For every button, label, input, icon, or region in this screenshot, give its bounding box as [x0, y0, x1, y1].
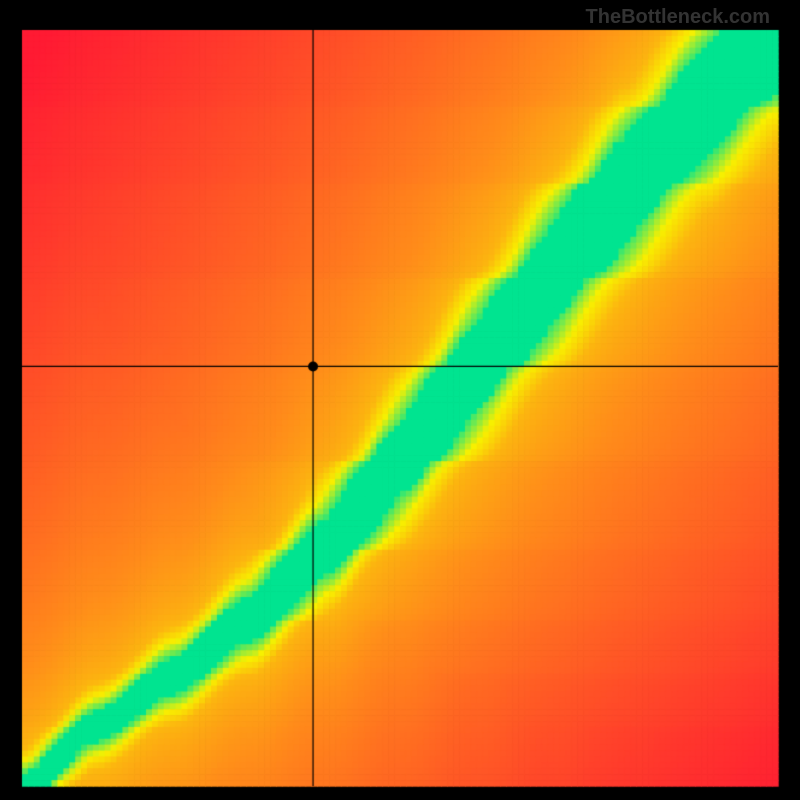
chart-container: TheBottleneck.com	[0, 0, 800, 800]
watermark-text: TheBottleneck.com	[586, 6, 770, 29]
bottleneck-heatmap	[0, 0, 800, 800]
